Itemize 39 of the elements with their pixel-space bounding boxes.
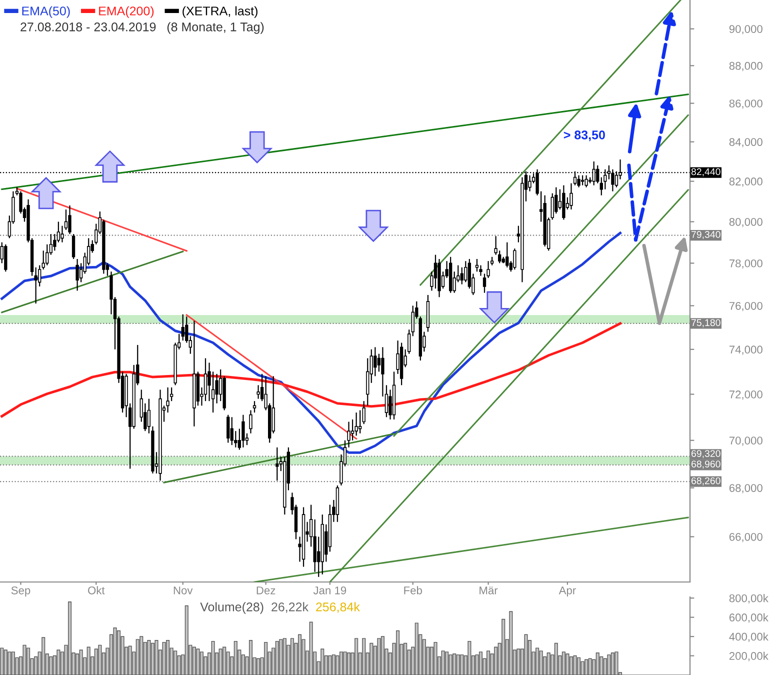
y-tick-label: 68,000 (729, 484, 762, 494)
y-tick-label: 800,00k (729, 594, 768, 604)
ref-line-label: 68,960 (691, 460, 720, 469)
y-tick-label: 200,00k (729, 652, 768, 662)
y-tick-label: 90,000 (729, 25, 762, 34)
annotation: 256,84k (316, 602, 360, 613)
y-tick-label: 84,000 (729, 138, 762, 148)
legend-label: (XETRA, last) (182, 6, 258, 18)
legend-label: EMA(200) (99, 6, 154, 18)
ref-line-label: 75,180 (692, 319, 720, 328)
y-tick-label: 88,000 (729, 62, 762, 72)
text: 27.08.2018 - 23.04.2019 (8 Monate, 1 Tag) (20, 22, 264, 34)
y-tick-label: 600,00k (729, 613, 768, 623)
y-tick-label: 86,000 (729, 100, 762, 109)
y-tick-label: 70,000 (729, 436, 762, 446)
y-tick-label: 74,000 (729, 346, 762, 355)
chart-title: Volume(28) (200, 602, 264, 614)
annotation: > 83,50 (564, 130, 605, 142)
x-tick-label: Jan 19 (313, 586, 346, 594)
annotation: 26,22k (272, 602, 309, 613)
x-tick-label: Mär (480, 586, 498, 594)
ref-line-label: 82,440 (691, 168, 720, 176)
legend-label: EMA(50) (22, 6, 70, 18)
y-tick-label: 82,000 (729, 178, 762, 187)
y-tick-label: 72,000 (729, 390, 762, 400)
x-tick-label: Okt (88, 586, 105, 594)
y-tick-label: 400,00k (729, 632, 768, 642)
y-tick-label: 76,000 (729, 302, 762, 312)
y-tick-label: 78,000 (729, 259, 762, 269)
y-tick-label: 80,000 (729, 218, 762, 228)
x-tick-label: Apr (558, 586, 576, 597)
x-tick-label: Feb (404, 586, 422, 594)
y-tick-label: 66,000 (729, 532, 762, 542)
x-tick-label: Sep (11, 586, 30, 597)
x-tick-label: Nov (174, 586, 193, 594)
x-tick-label: Dez (256, 586, 276, 594)
ref-line-label: 79,340 (692, 231, 720, 240)
ref-line-label: 69,320 (691, 450, 720, 458)
ref-line-label: 68,260 (691, 477, 720, 486)
